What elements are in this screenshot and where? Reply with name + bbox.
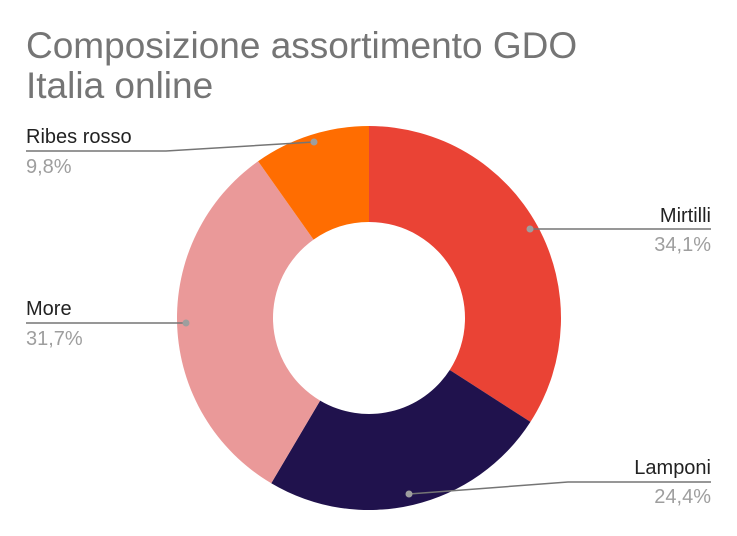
- chart-title-line-2: Italia online: [26, 65, 214, 106]
- slice-value-mirtilli: 34,1%: [654, 234, 711, 256]
- callout-line-ribes-rosso: [26, 141, 315, 152]
- slice-more[interactable]: [177, 161, 321, 484]
- slice-lamponi[interactable]: [271, 369, 531, 511]
- slice-value-ribes-rosso: 9,8%: [26, 156, 72, 178]
- slice-label-ribes-rosso: Ribes rosso: [26, 126, 132, 148]
- slice-value-lamponi: 24,4%: [654, 486, 711, 508]
- chart-title-line-1: Composizione assortimento GDO: [26, 25, 578, 66]
- slice-label-mirtilli: Mirtilli: [660, 205, 711, 227]
- callout-line-lamponi: [408, 481, 711, 495]
- donut-slices: [177, 126, 562, 511]
- slice-value-more: 31,7%: [26, 328, 83, 350]
- slice-ribes-rosso[interactable]: [258, 126, 369, 240]
- callout-dot-ribes-rosso: [310, 138, 318, 146]
- chart-title: Composizione assortimento GDO Italia onl…: [26, 26, 577, 106]
- callout-dot-more: [182, 319, 190, 327]
- callout-dot-mirtilli: [526, 225, 534, 233]
- slice-mirtilli[interactable]: [369, 126, 562, 422]
- callout-labels: Mirtilli 34,1% Lamponi 24,4% More 31,7% Ribes …: [26, 126, 711, 508]
- callout-dot-lamponi: [405, 490, 413, 498]
- slice-label-more: More: [26, 298, 72, 320]
- slice-label-lamponi: Lamponi: [634, 457, 711, 479]
